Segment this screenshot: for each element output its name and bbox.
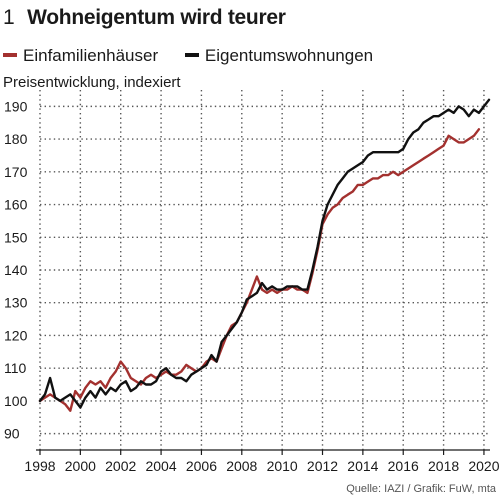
chart-legend: Einfamilienhäuser Eigentumswohnungen xyxy=(3,46,395,68)
chart-title: Wohneigentum wird teurer xyxy=(27,6,286,29)
y-tick-label-130: 130 xyxy=(4,295,28,311)
y-tick-label-190: 190 xyxy=(4,98,28,114)
legend-swatch-eigentumswohnungen xyxy=(184,52,199,57)
y-tick-label-140: 140 xyxy=(4,262,28,278)
x-tick-label-2000: 2000 xyxy=(65,458,96,474)
y-tick-label-160: 160 xyxy=(4,197,28,213)
y-tick-label-170: 170 xyxy=(4,164,28,180)
series-line-einfamilienhaeuser xyxy=(38,128,481,412)
x-tick-label-2004: 2004 xyxy=(145,458,176,474)
y-tick-label-100: 100 xyxy=(4,393,28,409)
x-tick-label-2012: 2012 xyxy=(307,458,338,474)
x-tick-label-2016: 2016 xyxy=(388,458,419,474)
x-tick-label-2018: 2018 xyxy=(428,458,459,474)
legend-label-einfamilienhaeuser: Einfamilienhäuser xyxy=(23,46,159,65)
x-tick-label-2014: 2014 xyxy=(347,458,378,474)
y-tick-label-180: 180 xyxy=(4,131,28,147)
x-tick-label-1998: 1998 xyxy=(24,458,55,474)
y-tick-label-120: 120 xyxy=(4,327,28,343)
y-tick-label-90: 90 xyxy=(4,426,20,442)
legend-item-eigentumswohnungen: Eigentumswohnungen xyxy=(184,46,374,66)
y-tick-label-110: 110 xyxy=(4,360,27,376)
x-tick-label-2010: 2010 xyxy=(267,458,298,474)
legend-label-eigentumswohnungen: Eigentumswohnungen xyxy=(204,46,374,65)
legend-item-einfamilienhaeuser: Einfamilienhäuser xyxy=(3,46,158,66)
figure-number: 1 xyxy=(3,6,15,29)
x-tick-label-2002: 2002 xyxy=(105,458,136,474)
chart-header: 1 Wohneigentum wird teurer xyxy=(3,6,286,34)
series-line-eigentumswohnungen xyxy=(38,98,491,409)
x-tick-label-2020: 2020 xyxy=(468,458,499,474)
source-note: Quelle: IAZI / Grafik: FuW, mta xyxy=(346,483,496,495)
y-axis-label: Preisentwicklung, indexiert xyxy=(3,74,181,91)
y-tick-label-150: 150 xyxy=(4,229,28,245)
x-tick-label-2008: 2008 xyxy=(226,458,257,474)
legend-swatch-einfamilienhaeuser xyxy=(3,52,17,57)
x-tick-label-2006: 2006 xyxy=(186,458,217,474)
